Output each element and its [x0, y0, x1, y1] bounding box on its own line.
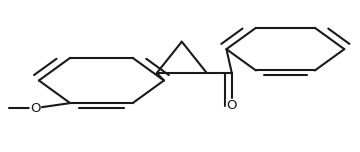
Text: O: O — [226, 99, 237, 112]
Text: O: O — [30, 102, 41, 115]
